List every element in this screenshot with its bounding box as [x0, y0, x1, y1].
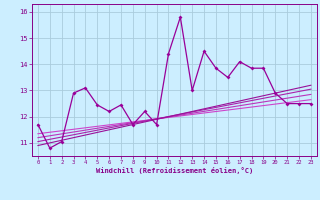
X-axis label: Windchill (Refroidissement éolien,°C): Windchill (Refroidissement éolien,°C) [96, 167, 253, 174]
